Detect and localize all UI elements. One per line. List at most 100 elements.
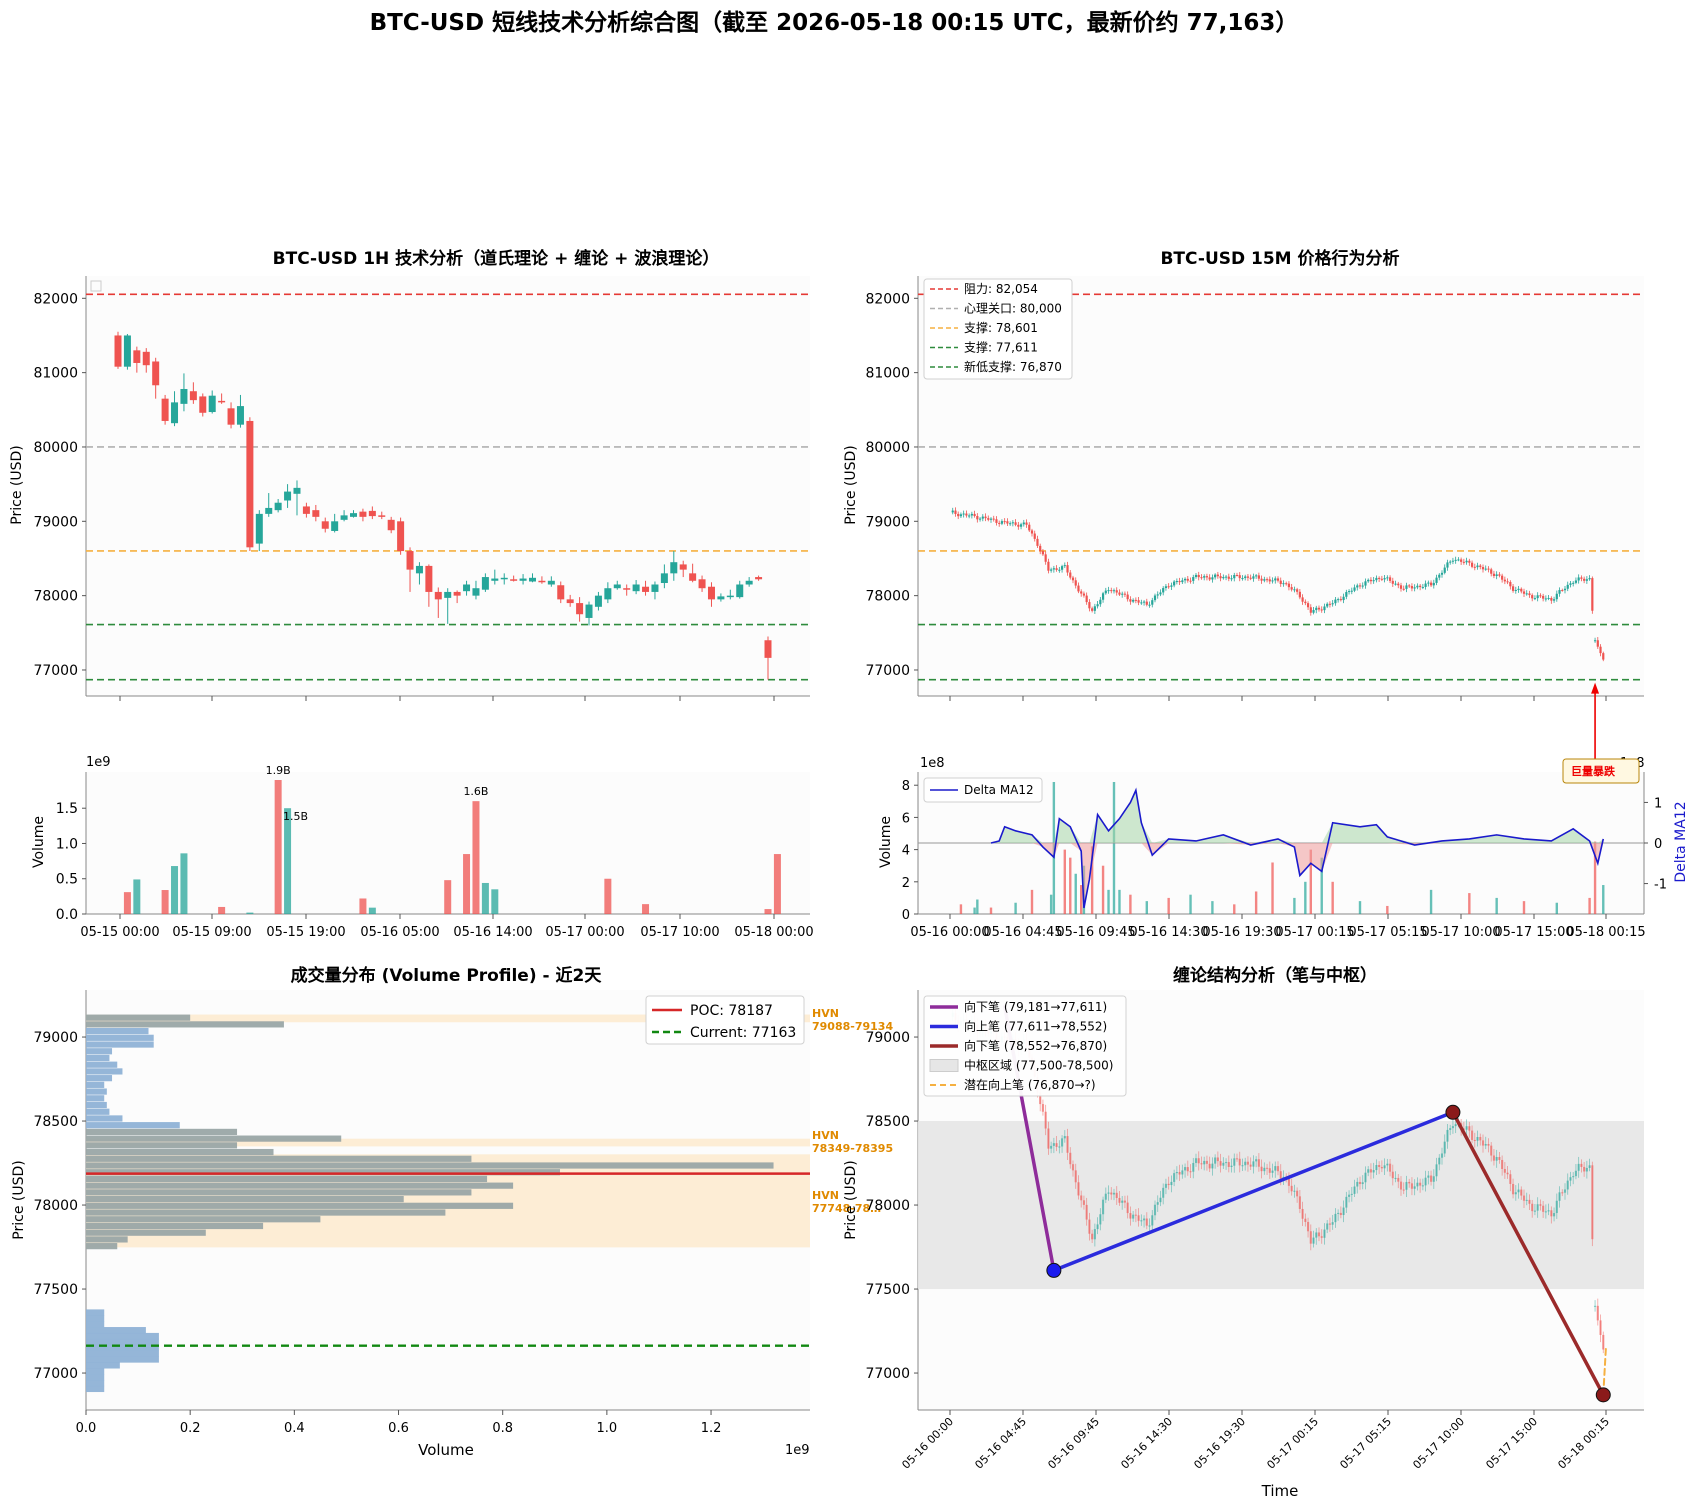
panel-title-h1: BTC-USD 1H 技术分析（道氏理论 + 缠论 + 波浪理论） <box>273 248 720 269</box>
candle-body <box>1145 601 1148 605</box>
candle-body <box>1208 1163 1211 1169</box>
profile-bar <box>86 1061 118 1068</box>
candle-body <box>1356 1181 1359 1187</box>
candle-body <box>368 510 376 517</box>
candle-body <box>1339 599 1342 601</box>
hvn-label: HVN <box>812 1007 839 1020</box>
candle-body <box>1405 1181 1408 1190</box>
candle-body <box>1443 567 1446 573</box>
candle-body <box>1552 1213 1556 1217</box>
candle-body <box>161 398 169 421</box>
candle-body <box>1282 583 1285 585</box>
candle-body <box>227 408 235 425</box>
candle-body <box>1542 1205 1545 1212</box>
profile-bar <box>86 1315 105 1322</box>
candle-body <box>1522 1195 1526 1201</box>
candle-body <box>1525 593 1528 595</box>
volume-bar <box>246 912 254 914</box>
candle-body <box>1558 590 1561 594</box>
candle-body <box>623 588 631 590</box>
candle-body <box>1301 1208 1304 1219</box>
candle-body <box>1047 1128 1050 1149</box>
candle-body <box>1091 1233 1094 1240</box>
candle-body <box>1569 583 1572 585</box>
x-tick-label: 05-17 10:00 <box>640 925 719 940</box>
candle-body <box>1563 588 1567 591</box>
candle-body <box>1203 1160 1206 1165</box>
candle-body <box>1312 610 1315 613</box>
candle-body <box>1183 578 1187 581</box>
candle-body <box>970 513 973 516</box>
candle-body <box>1378 577 1381 579</box>
candle-body <box>1470 1130 1474 1140</box>
candle-body <box>1186 578 1189 581</box>
y-tick-label: 77000 <box>33 1366 78 1382</box>
profile-bar <box>86 1379 105 1387</box>
x-tick-label: 05-18 00:15 <box>1555 1415 1612 1472</box>
x-tick-label: 05-17 00:00 <box>545 925 624 940</box>
x-tick-label: 1.0 <box>597 1421 618 1436</box>
y-tick-label: 78000 <box>865 589 910 605</box>
candle-body <box>1030 530 1034 534</box>
candle-body <box>1044 1111 1047 1129</box>
candle-body <box>133 350 141 363</box>
candle-body <box>557 585 565 600</box>
candle-body <box>1129 1213 1132 1219</box>
y-tick-label: 0.0 <box>56 907 78 923</box>
main-title: BTC-USD 短线技术分析综合图（截至 2026-05-18 00:15 UT… <box>370 9 1299 36</box>
candle-body <box>1142 1218 1146 1221</box>
candle-body <box>1602 653 1605 660</box>
profile-bar <box>86 1175 488 1183</box>
panel-title-chan: 缠论结构分析（笔与中枢） <box>1173 965 1377 986</box>
candle-body <box>1285 583 1288 585</box>
candle-body <box>1375 1164 1378 1171</box>
profile-bar <box>86 1054 110 1062</box>
candle-body <box>302 506 310 514</box>
candle-body <box>1244 1161 1247 1166</box>
candle-body <box>1552 599 1556 601</box>
y-tick-label: 79000 <box>33 514 78 530</box>
x-tick-label: 05-17 15:00 <box>1483 1415 1540 1472</box>
candle-body <box>1052 1143 1055 1146</box>
candle-body <box>1265 1167 1269 1169</box>
candle-body <box>1574 580 1578 583</box>
volume-bar <box>1014 902 1017 914</box>
candle-body <box>1167 586 1170 588</box>
candle-body <box>1304 601 1307 604</box>
candle-body <box>1200 1163 1203 1165</box>
candle-body <box>1142 601 1146 603</box>
candle-body <box>1074 1170 1077 1183</box>
candle-body <box>1317 1232 1321 1237</box>
volume-bar <box>180 853 188 914</box>
x-tick-label: 0.8 <box>492 1421 513 1436</box>
y-tick-label: 0 <box>902 908 910 923</box>
candle-body <box>1492 573 1496 577</box>
profile-bar <box>86 1128 238 1135</box>
candle-body <box>1572 582 1575 584</box>
candle-body <box>1093 606 1096 611</box>
candle-body <box>1205 576 1209 578</box>
candle-body <box>1421 586 1424 588</box>
y-tick-label: 8 <box>902 779 910 794</box>
y-tick-label: 79000 <box>33 1030 78 1046</box>
x-tick-label: 05-16 04:45 <box>972 1415 1029 1472</box>
candle-body <box>378 515 386 517</box>
candle-body <box>1287 583 1291 588</box>
candle-body <box>604 588 612 600</box>
volume-bar <box>1211 901 1214 914</box>
candle-body <box>1178 581 1181 583</box>
chan-plot: 77000 77500 78000 78500 79000 05-16 00:00 05-1… <box>865 990 1644 1472</box>
candle-body <box>1189 580 1192 582</box>
volume-bar <box>1271 862 1274 914</box>
candle-body <box>1017 524 1020 527</box>
volume-bar <box>1090 846 1094 914</box>
profile-bar <box>86 1385 105 1393</box>
candle-body <box>1588 1165 1591 1168</box>
candle-body <box>613 584 621 589</box>
candle-body <box>1080 591 1083 594</box>
profile-bar <box>86 1196 404 1203</box>
x-tick-label: 1.2 <box>701 1421 722 1436</box>
candle-body <box>1391 1171 1394 1179</box>
